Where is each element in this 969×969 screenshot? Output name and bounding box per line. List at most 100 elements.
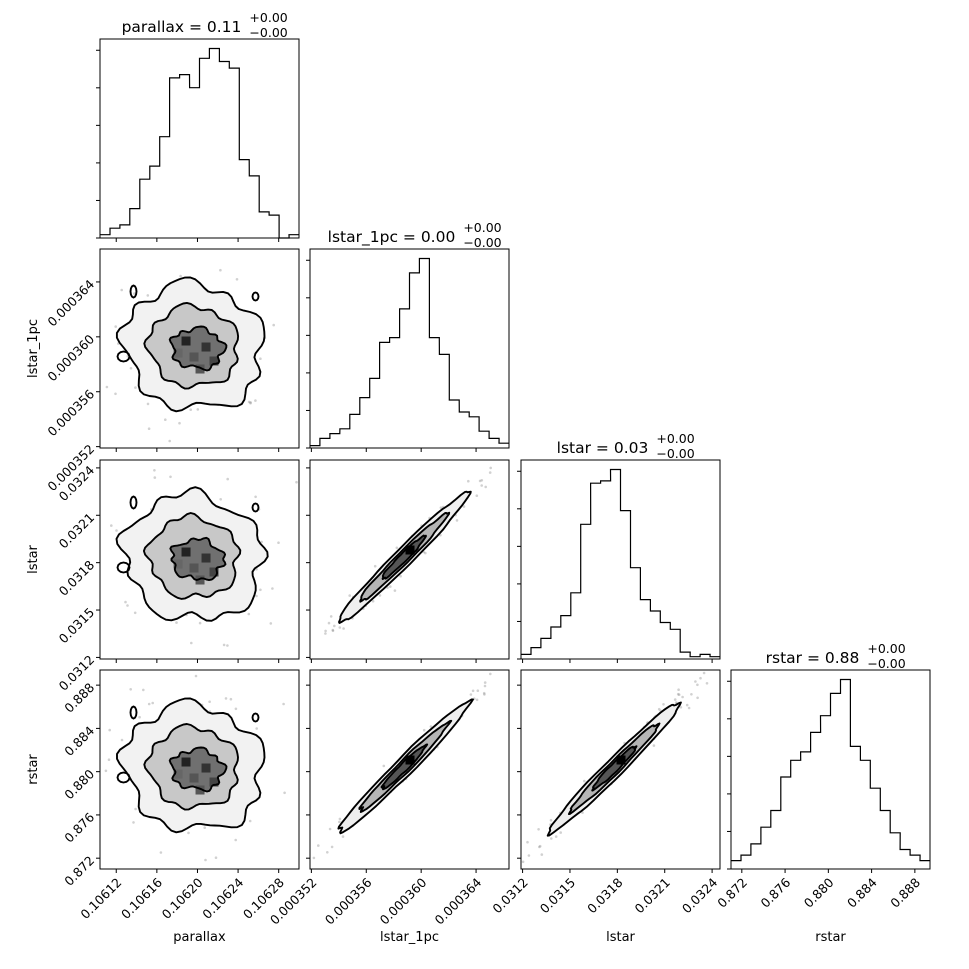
x-tick-label: 0.000360 xyxy=(377,875,430,928)
scatter-point xyxy=(147,702,151,706)
scatter-point xyxy=(269,622,273,625)
panel-parallax-vs-lstar xyxy=(99,459,300,660)
scatter-point xyxy=(702,671,706,675)
density-cell xyxy=(201,553,211,563)
hist-panel-lstar_1pc: lstar_1pc = 0.00 +0.00−0.00 xyxy=(306,220,510,449)
scatter-point xyxy=(471,689,475,693)
scatter-point xyxy=(133,292,136,295)
scatter-point xyxy=(389,585,392,588)
scatter-point xyxy=(526,840,529,844)
density-cell xyxy=(209,777,219,787)
scatter-point xyxy=(393,589,397,592)
scatter-point xyxy=(489,466,493,470)
panel-frame xyxy=(99,669,300,870)
contour-island xyxy=(129,705,138,720)
scatter-point xyxy=(254,495,257,499)
density-cell xyxy=(189,352,199,362)
contour-inner xyxy=(169,536,227,582)
scatter-point xyxy=(483,684,487,688)
scatter-point xyxy=(538,844,542,848)
scatter-point xyxy=(476,689,480,692)
scatter-point xyxy=(159,851,163,854)
density-fill-core xyxy=(382,535,426,579)
scatter-point xyxy=(196,408,200,411)
y-axis-label-lstar: lstar xyxy=(26,544,41,573)
scatter-point xyxy=(134,386,137,389)
title-err-minus: −0.00 xyxy=(656,446,694,461)
density-cell xyxy=(181,547,191,557)
scatter-point xyxy=(537,828,540,831)
x-tick-label: 0.888 xyxy=(887,875,923,911)
scatter-point xyxy=(226,644,229,647)
scatter-point xyxy=(685,703,689,707)
scatter-point xyxy=(422,728,426,732)
scatter-point xyxy=(104,769,108,773)
scatter-point xyxy=(120,738,124,742)
scatter-point xyxy=(129,367,133,370)
x-tick-label: 0.10620 xyxy=(159,875,206,922)
scatter-point xyxy=(467,479,470,483)
scatter-point xyxy=(190,641,193,645)
y-tick-label: 0.0318 xyxy=(56,557,98,599)
scatter-point xyxy=(255,594,258,598)
scatter-point xyxy=(694,680,697,683)
scatter-point xyxy=(247,612,251,616)
scatter-point xyxy=(371,599,375,603)
scatter-point xyxy=(333,624,336,628)
scatter-point xyxy=(338,817,342,821)
scatter-point xyxy=(478,479,482,483)
panel-lstar_1pc-vs-rstar xyxy=(309,669,510,870)
contour-mid xyxy=(567,722,661,816)
x-tick-label: 0.876 xyxy=(757,875,793,911)
scatter-point xyxy=(219,268,222,272)
x-tick-label: 0.0315 xyxy=(537,875,579,917)
scatter-point xyxy=(673,698,677,701)
x-tick-label: 0.0318 xyxy=(584,875,626,917)
contour-mid xyxy=(359,511,451,603)
scatter-point xyxy=(484,485,488,489)
title-err-minus: −0.00 xyxy=(463,235,501,250)
scatter-point xyxy=(219,498,222,501)
scatter-point xyxy=(249,401,252,405)
scatter-point xyxy=(169,475,172,479)
scatter-point xyxy=(696,683,699,687)
panel-frame xyxy=(309,669,510,870)
contour-outer xyxy=(338,490,472,624)
x-axis-lstar: 0.0312 0.0315 0.0318 0.0321 0.0324 lstar xyxy=(489,659,720,945)
contour-island xyxy=(129,495,138,510)
scatter-point xyxy=(142,688,145,692)
scatter-point xyxy=(229,697,233,701)
scatter-point xyxy=(178,421,181,425)
contour-inner xyxy=(381,534,427,580)
contour-inner xyxy=(168,746,228,793)
scatter-point xyxy=(120,288,123,292)
y-tick-label: 0.884 xyxy=(61,723,97,759)
scatter-point xyxy=(146,294,150,297)
scatter-point xyxy=(208,700,211,703)
panel-frame xyxy=(520,669,721,870)
contour-island xyxy=(116,771,131,784)
scatter-point xyxy=(168,439,171,443)
scatter-point xyxy=(254,399,257,402)
y-tick-label: 0.880 xyxy=(61,766,97,802)
contour-outer xyxy=(115,276,266,413)
density-cell xyxy=(173,348,183,358)
title-err-plus: +0.00 xyxy=(463,220,501,235)
scatter-point xyxy=(677,693,681,696)
hist-panel-parallax: parallax = 0.11 +0.00−0.00 xyxy=(96,10,300,239)
density-cell xyxy=(189,563,199,573)
scatter-point xyxy=(429,725,433,728)
scatter-point xyxy=(690,693,693,696)
scatter-point xyxy=(115,529,118,532)
scatter-point xyxy=(259,588,262,592)
scatter-point xyxy=(108,728,111,732)
scatter-point xyxy=(134,807,137,811)
scatter-point xyxy=(234,838,237,842)
contour-island xyxy=(116,350,131,363)
scatter-point xyxy=(110,524,113,527)
x-axis-label-lstar: lstar xyxy=(606,930,635,945)
density-cell xyxy=(189,773,199,783)
scatter-point xyxy=(187,831,190,835)
scatter-point xyxy=(373,564,377,568)
title-err-plus: +0.00 xyxy=(656,431,694,446)
